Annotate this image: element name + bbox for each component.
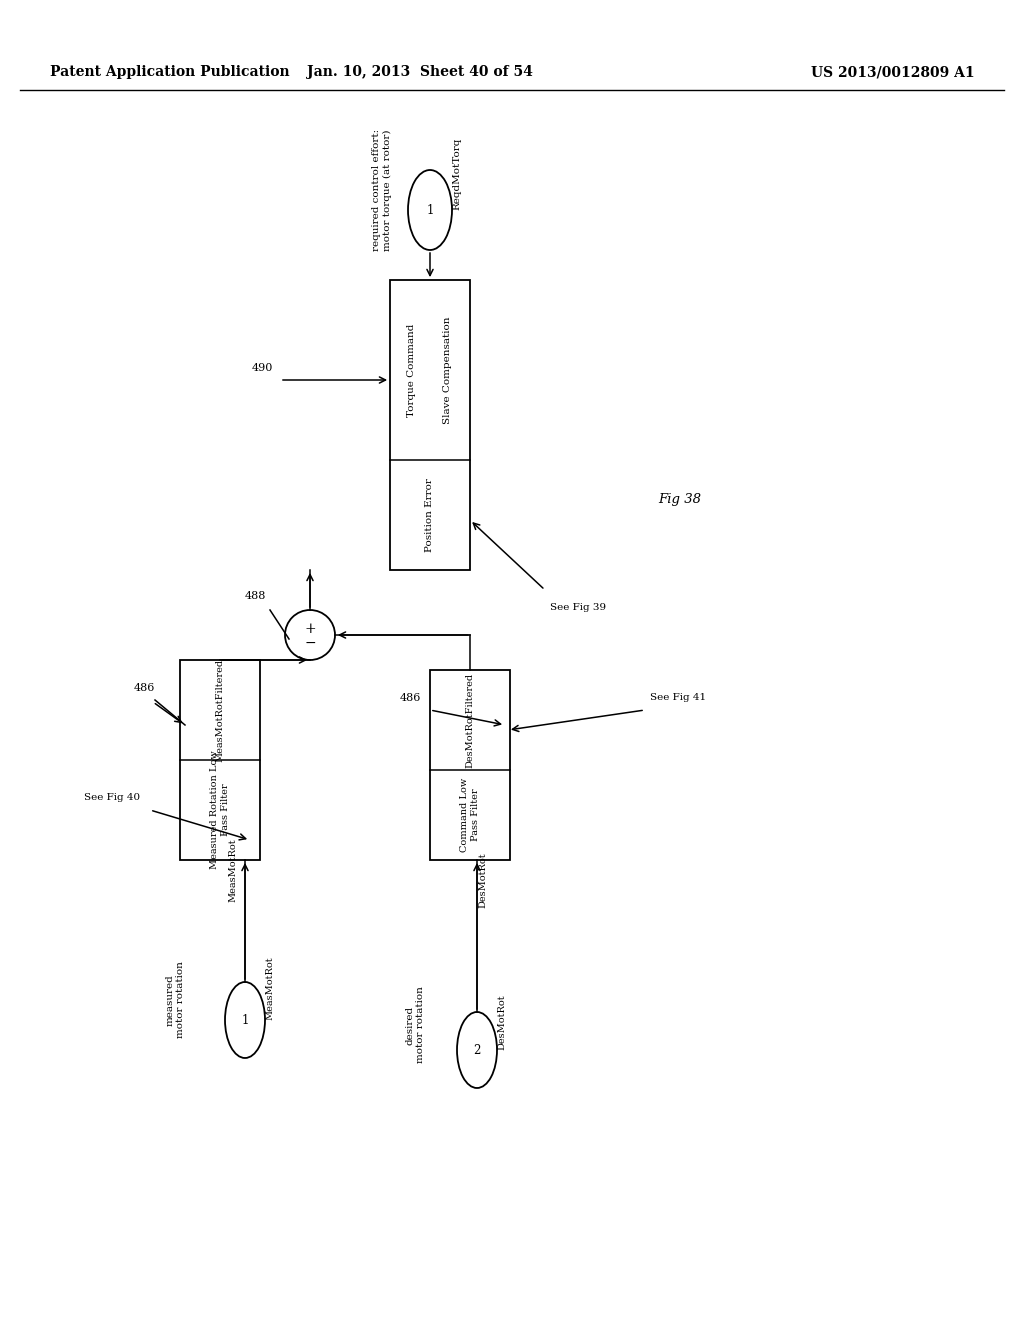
- Text: Command Low
Pass Filter: Command Low Pass Filter: [461, 777, 479, 853]
- Text: DesMotRot: DesMotRot: [478, 853, 487, 908]
- Text: DesMotRot: DesMotRot: [498, 994, 507, 1049]
- Text: 490: 490: [251, 363, 272, 374]
- Text: 1: 1: [242, 1014, 249, 1027]
- Text: 488: 488: [245, 591, 265, 601]
- Text: Torque Command: Torque Command: [408, 323, 417, 417]
- Text: +: +: [304, 622, 315, 636]
- Text: See Fig 40: See Fig 40: [84, 793, 140, 803]
- Text: 2: 2: [473, 1044, 480, 1056]
- Bar: [390, 280, 470, 570]
- Text: DesMotRotFiltered: DesMotRotFiltered: [466, 672, 474, 767]
- Text: measured
motor rotation: measured motor rotation: [165, 961, 184, 1039]
- Ellipse shape: [225, 982, 265, 1059]
- Text: 486: 486: [133, 682, 155, 693]
- Text: MeasMotRotFiltered: MeasMotRotFiltered: [215, 659, 224, 762]
- Ellipse shape: [285, 610, 335, 660]
- Text: US 2013/0012809 A1: US 2013/0012809 A1: [811, 65, 975, 79]
- Text: Position Error: Position Error: [426, 478, 434, 552]
- Text: −: −: [304, 636, 315, 649]
- Text: ReqdMotTorq: ReqdMotTorq: [453, 137, 462, 210]
- Text: See Fig 41: See Fig 41: [650, 693, 707, 702]
- Text: required control effort:
motor torque (at rotor): required control effort: motor torque (a…: [373, 129, 392, 251]
- Text: Jan. 10, 2013  Sheet 40 of 54: Jan. 10, 2013 Sheet 40 of 54: [307, 65, 532, 79]
- Text: See Fig 39: See Fig 39: [550, 603, 606, 612]
- Text: 1: 1: [426, 203, 434, 216]
- Bar: [430, 671, 510, 861]
- Text: Measured Rotation Low
Pass Filter: Measured Rotation Low Pass Filter: [210, 751, 229, 870]
- Text: desired
motor rotation: desired motor rotation: [406, 986, 425, 1064]
- Bar: [180, 660, 260, 861]
- Text: Slave Compensation: Slave Compensation: [443, 317, 453, 424]
- Text: 486: 486: [399, 693, 421, 704]
- Text: Fig 38: Fig 38: [658, 494, 701, 507]
- Text: MeasMotRot: MeasMotRot: [228, 838, 238, 902]
- Ellipse shape: [408, 170, 452, 249]
- Text: Patent Application Publication: Patent Application Publication: [50, 65, 290, 79]
- Ellipse shape: [457, 1012, 497, 1088]
- Text: MeasMotRot: MeasMotRot: [265, 957, 274, 1020]
